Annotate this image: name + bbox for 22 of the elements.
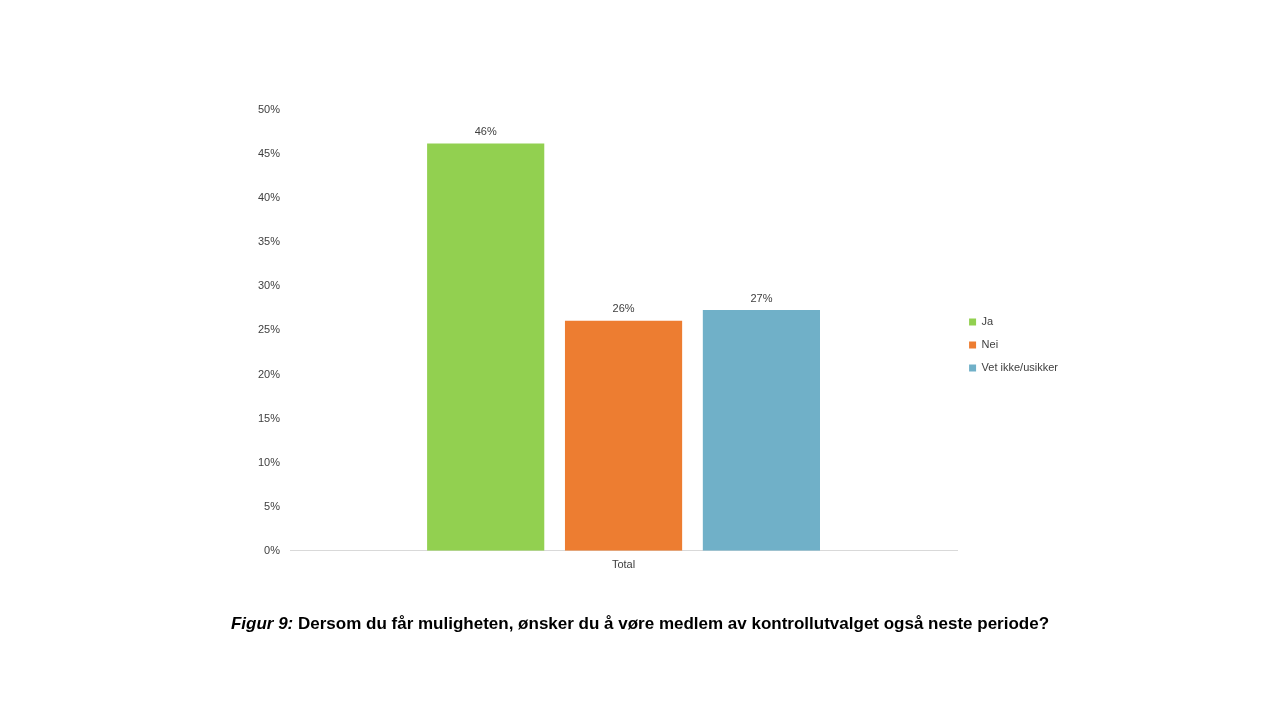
y-tick-label: 35% [257, 235, 281, 248]
y-tick-label: 5% [264, 499, 281, 512]
bar [702, 310, 820, 551]
data-label: 26% [612, 302, 635, 315]
data-label: 27% [750, 291, 773, 304]
y-tick-label: 50% [257, 103, 281, 116]
y-tick-label: 10% [257, 455, 281, 468]
y-tick-label: 40% [257, 191, 281, 204]
y-tick-label: 0% [264, 543, 281, 556]
y-tick-label: 15% [257, 411, 281, 424]
bar [564, 320, 683, 551]
y-tick-label: 45% [257, 147, 281, 160]
x-tick-label: Total [611, 558, 636, 571]
y-tick-label: 25% [257, 323, 281, 336]
data-label: 46% [474, 125, 497, 138]
y-tick-label: 20% [257, 367, 281, 380]
legend-label: Ja [981, 315, 995, 328]
text: Figur 9: Dersom du får muligheten, ønsker du å vøre medlem av kontrollutvalget også neste periode? [230, 614, 1050, 633]
bar [427, 143, 545, 551]
y-tick-label: 30% [257, 279, 281, 292]
legend-label: Nei [981, 338, 999, 351]
legend-label: Vet ikke/usikker [981, 361, 1059, 374]
